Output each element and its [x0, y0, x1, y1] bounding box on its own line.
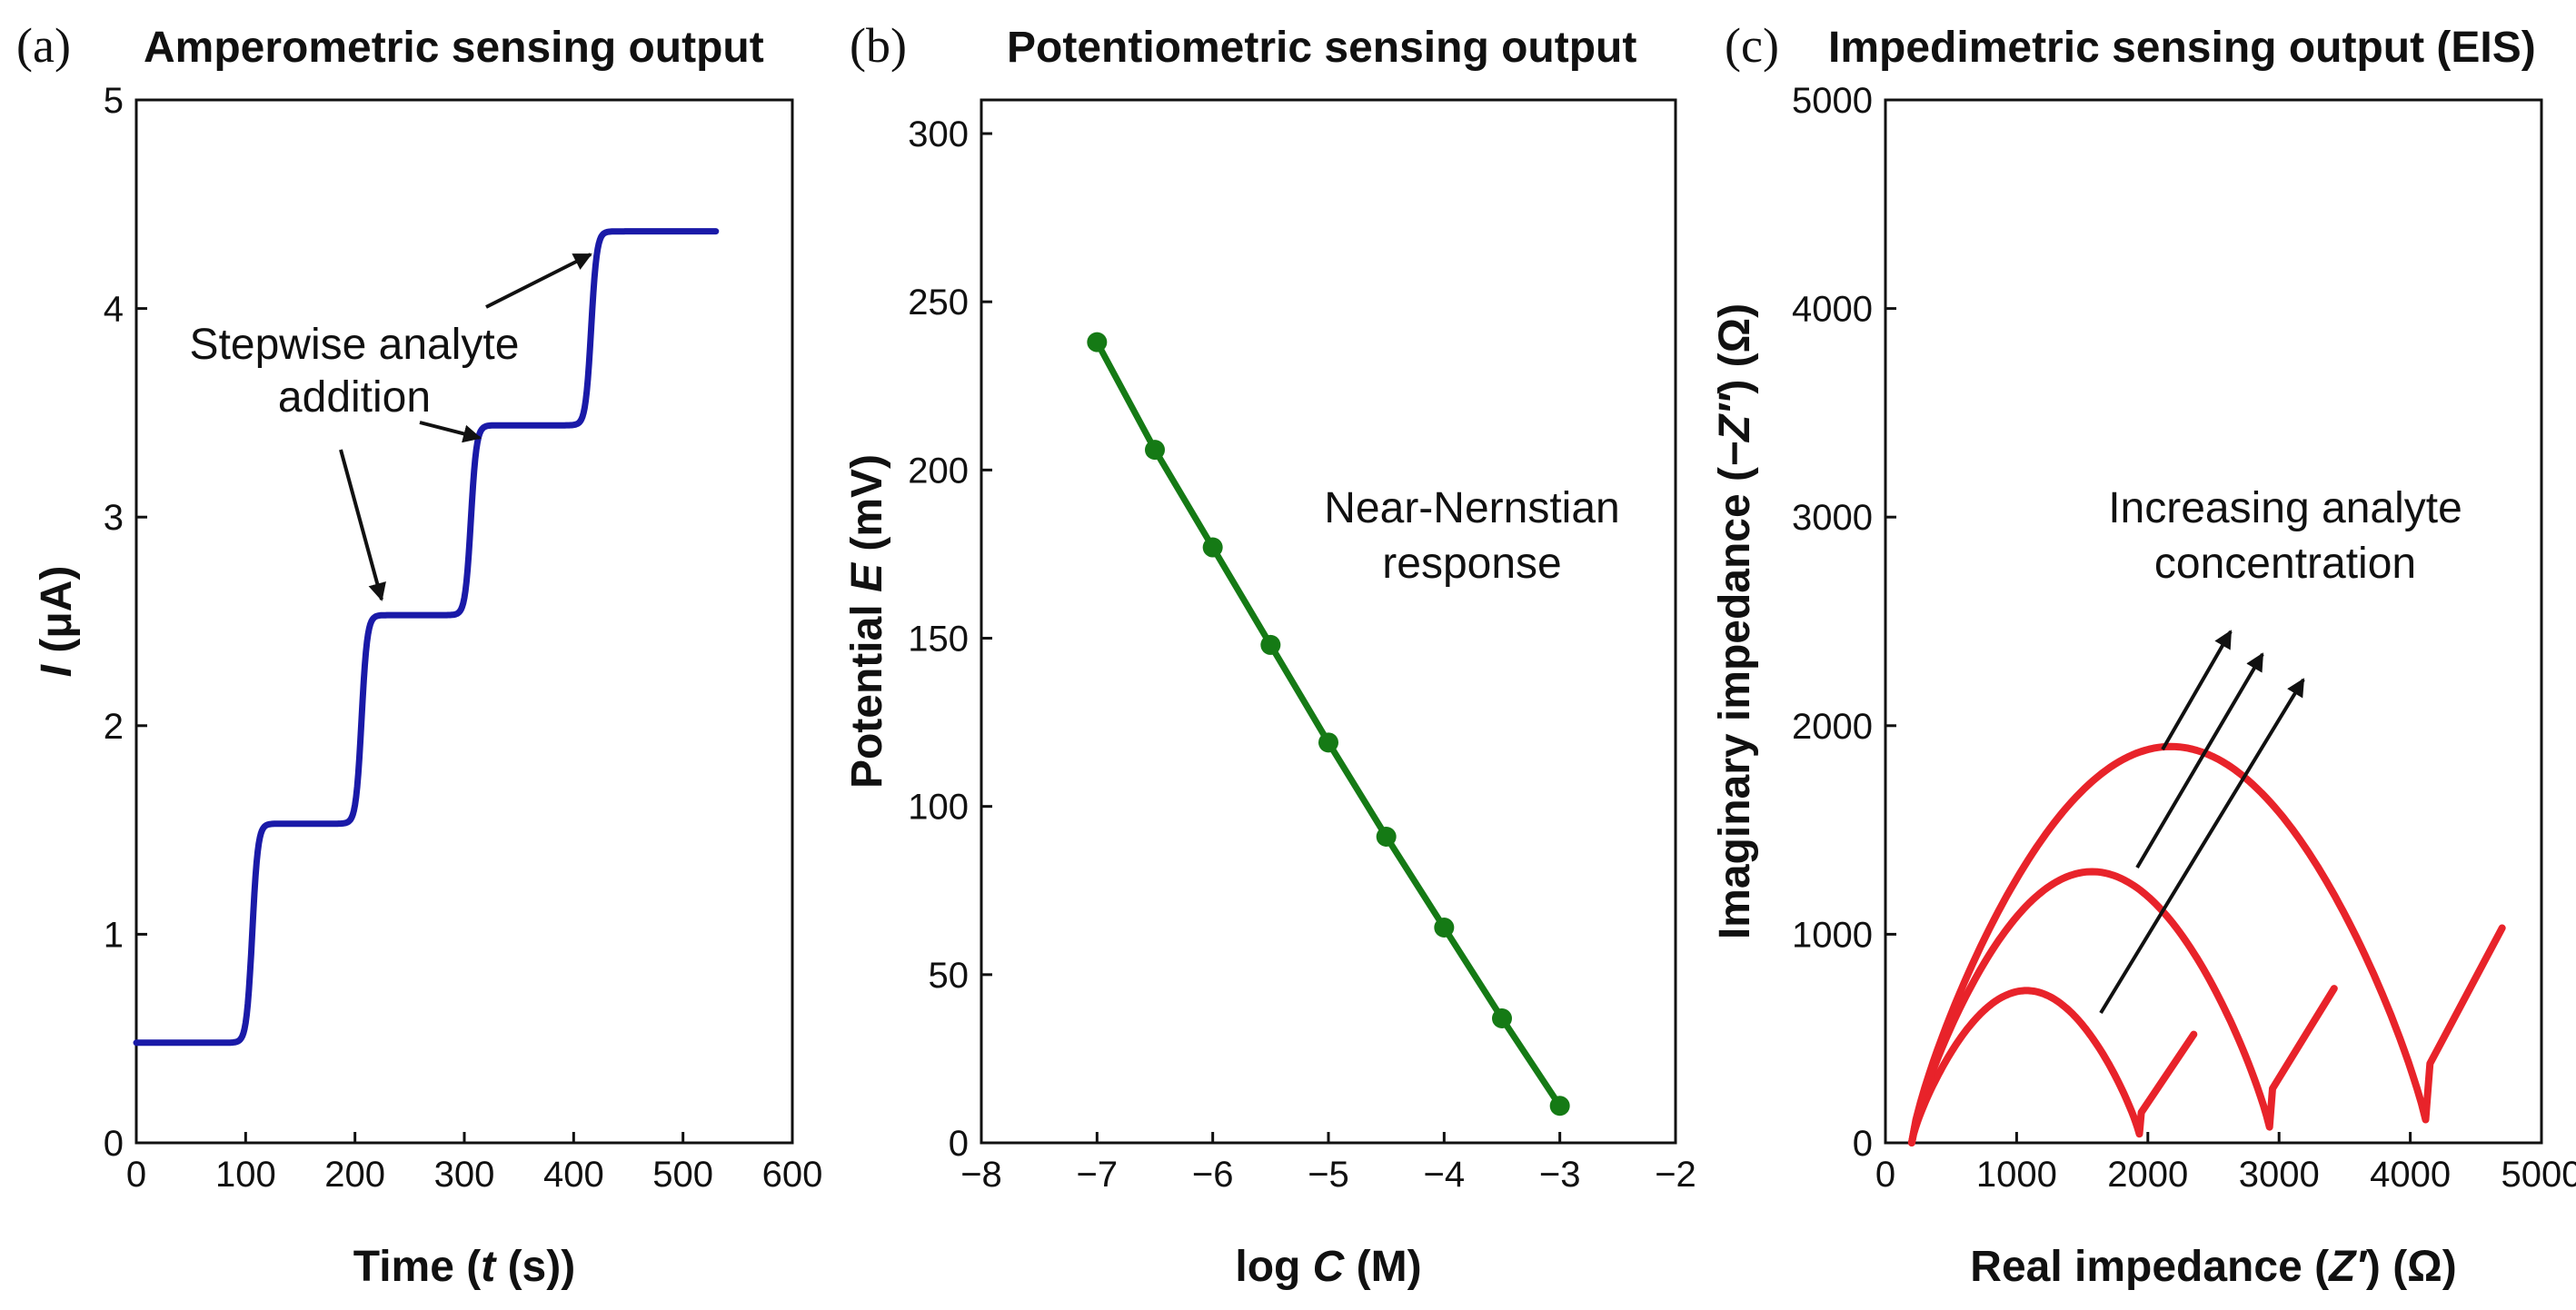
panel-b-axes-frame [980, 98, 1677, 1145]
panel-c-annotation-line-1: Increasing analyte [2108, 484, 2462, 532]
panel-b-potential-series [1093, 339, 1564, 1109]
panel-a-annotation: Stepwise analyte addition [190, 253, 592, 601]
data-point [1318, 732, 1338, 753]
data-point [1087, 332, 1108, 352]
data-point [1434, 917, 1455, 938]
data-point [1492, 1007, 1512, 1028]
data-point [1202, 537, 1223, 558]
y-tick-label: 100 [908, 788, 969, 828]
x-tick-label: 0 [126, 1155, 146, 1195]
x-tick-label: −4 [1424, 1155, 1466, 1195]
panel-a-arrow-step3 [419, 421, 482, 443]
panel-a-arrow-step4 [485, 253, 592, 309]
y-tick-label: 4 [104, 290, 124, 330]
y-tick-label: 0 [949, 1124, 969, 1164]
panel-c-axes-frame [1884, 98, 2543, 1145]
x-tick-label: 1000 [1976, 1155, 2057, 1195]
y-tick-label: 0 [104, 1124, 124, 1164]
x-tick-label: 3000 [2239, 1155, 2320, 1195]
y-tick-label: 300 [908, 114, 969, 154]
data-point [1260, 634, 1281, 655]
y-tick-label: 3 [104, 498, 124, 538]
x-tick-label: 300 [434, 1155, 495, 1195]
x-tick-label: 0 [1875, 1155, 1895, 1195]
panel-c-title: Impedimetric sensing output (EIS) [1828, 24, 2536, 72]
x-tick-label: −5 [1308, 1155, 1349, 1195]
panel-b-annotation-line-1: Near-Nernstian [1324, 484, 1619, 532]
panel-c-arrow-2 [2135, 652, 2264, 869]
panel-a-x-axis-label: Time (t (s)) [353, 1243, 575, 1291]
panel-c: (c) Impedimetric sensing output (EIS) 0 1… [1711, 18, 2576, 1291]
panel-a-title: Amperometric sensing output [144, 24, 764, 72]
x-tick-label: 600 [762, 1155, 823, 1195]
panel-b-label: (b) [850, 18, 907, 73]
panel-b-annotation: Near-Nernstian response [1324, 484, 1619, 588]
x-tick-label: 400 [543, 1155, 604, 1195]
panel-a-annotation-line-2: addition [278, 373, 431, 422]
panel-c-annotation: Increasing analyte concentration [2099, 484, 2462, 1015]
panel-c-label: (c) [1725, 18, 1779, 73]
panel-c-arrow-3 [2099, 678, 2305, 1015]
y-tick-label: 1000 [1792, 915, 1873, 955]
panel-a-axes-frame [134, 98, 794, 1145]
panel-b-title: Potentiometric sensing output [1007, 24, 1636, 72]
panel-c-x-ticks: 0 1000 2000 3000 4000 5000 [1875, 1132, 2576, 1195]
panel-a-x-ticks: 0 100 200 300 400 500 600 [126, 1132, 823, 1195]
y-tick-label: 4000 [1792, 290, 1873, 330]
x-tick-label: −8 [960, 1155, 1002, 1195]
y-tick-label: 5000 [1792, 81, 1873, 121]
nyquist-curve [1907, 742, 2506, 1146]
panel-c-arrow-1 [2161, 630, 2233, 750]
panel-b-annotation-line-2: response [1382, 540, 1561, 588]
panel-c-x-axis-label: Real impedance (Z′) (Ω) [1970, 1243, 2456, 1291]
x-tick-label: −2 [1655, 1155, 1696, 1195]
nyquist-curve [1907, 868, 2338, 1146]
panel-b-data-points [1087, 332, 1570, 1116]
panel-a-y-axis-label: I (μA) [33, 566, 81, 678]
panel-c-annotation-line-2: concentration [2154, 540, 2416, 588]
y-tick-label: 3000 [1792, 498, 1873, 538]
panel-b-x-axis-label: log C (M) [1235, 1243, 1421, 1291]
x-tick-label: 200 [324, 1155, 385, 1195]
panel-b-y-ticks: 0 50 100 150 200 250 300 [908, 114, 992, 1164]
panel-a: (a) Amperometric sensing output 0 100 200 3… [16, 18, 822, 1291]
y-tick-label: 2000 [1792, 707, 1873, 747]
y-tick-label: 250 [908, 283, 969, 323]
nyquist-curve [1907, 987, 2198, 1146]
x-tick-label: −6 [1192, 1155, 1234, 1195]
y-tick-label: 0 [1853, 1124, 1873, 1164]
data-point [1376, 827, 1397, 848]
panel-a-arrow-step2 [339, 449, 386, 601]
x-tick-label: 500 [652, 1155, 713, 1195]
panel-c-y-ticks: 0 1000 2000 3000 4000 5000 [1792, 81, 1896, 1164]
x-tick-label: 4000 [2370, 1155, 2451, 1195]
x-tick-label: −3 [1539, 1155, 1581, 1195]
panel-a-y-ticks: 0 1 2 3 4 5 [104, 81, 147, 1164]
panel-c-y-axis-label: Imaginary impedance (−Z″) (Ω) [1711, 303, 1759, 939]
x-tick-label: 5000 [2501, 1155, 2576, 1195]
x-tick-label: 2000 [2107, 1155, 2188, 1195]
panel-a-label: (a) [16, 18, 71, 73]
y-tick-label: 2 [104, 707, 124, 747]
y-tick-label: 1 [104, 915, 124, 955]
panel-b-y-axis-label: Potential E (mV) [843, 454, 891, 789]
panel-a-annotation-line-1: Stepwise analyte [190, 321, 520, 369]
data-point [1145, 440, 1165, 461]
y-tick-label: 50 [929, 956, 970, 996]
y-tick-label: 150 [908, 620, 969, 660]
x-tick-label: 100 [215, 1155, 276, 1195]
panel-c-nyquist-curves [1907, 742, 2506, 1146]
x-tick-label: −7 [1077, 1155, 1119, 1195]
y-tick-label: 5 [104, 81, 124, 121]
panel-b: (b) Potentiometric sensing output −8 −7 −6… [843, 18, 1696, 1291]
data-point [1549, 1096, 1570, 1116]
panel-a-current-series [133, 228, 720, 1047]
y-tick-label: 200 [908, 451, 969, 491]
panel-b-x-ticks: −8 −7 −6 −5 −4 −3 −2 [960, 1132, 1696, 1195]
